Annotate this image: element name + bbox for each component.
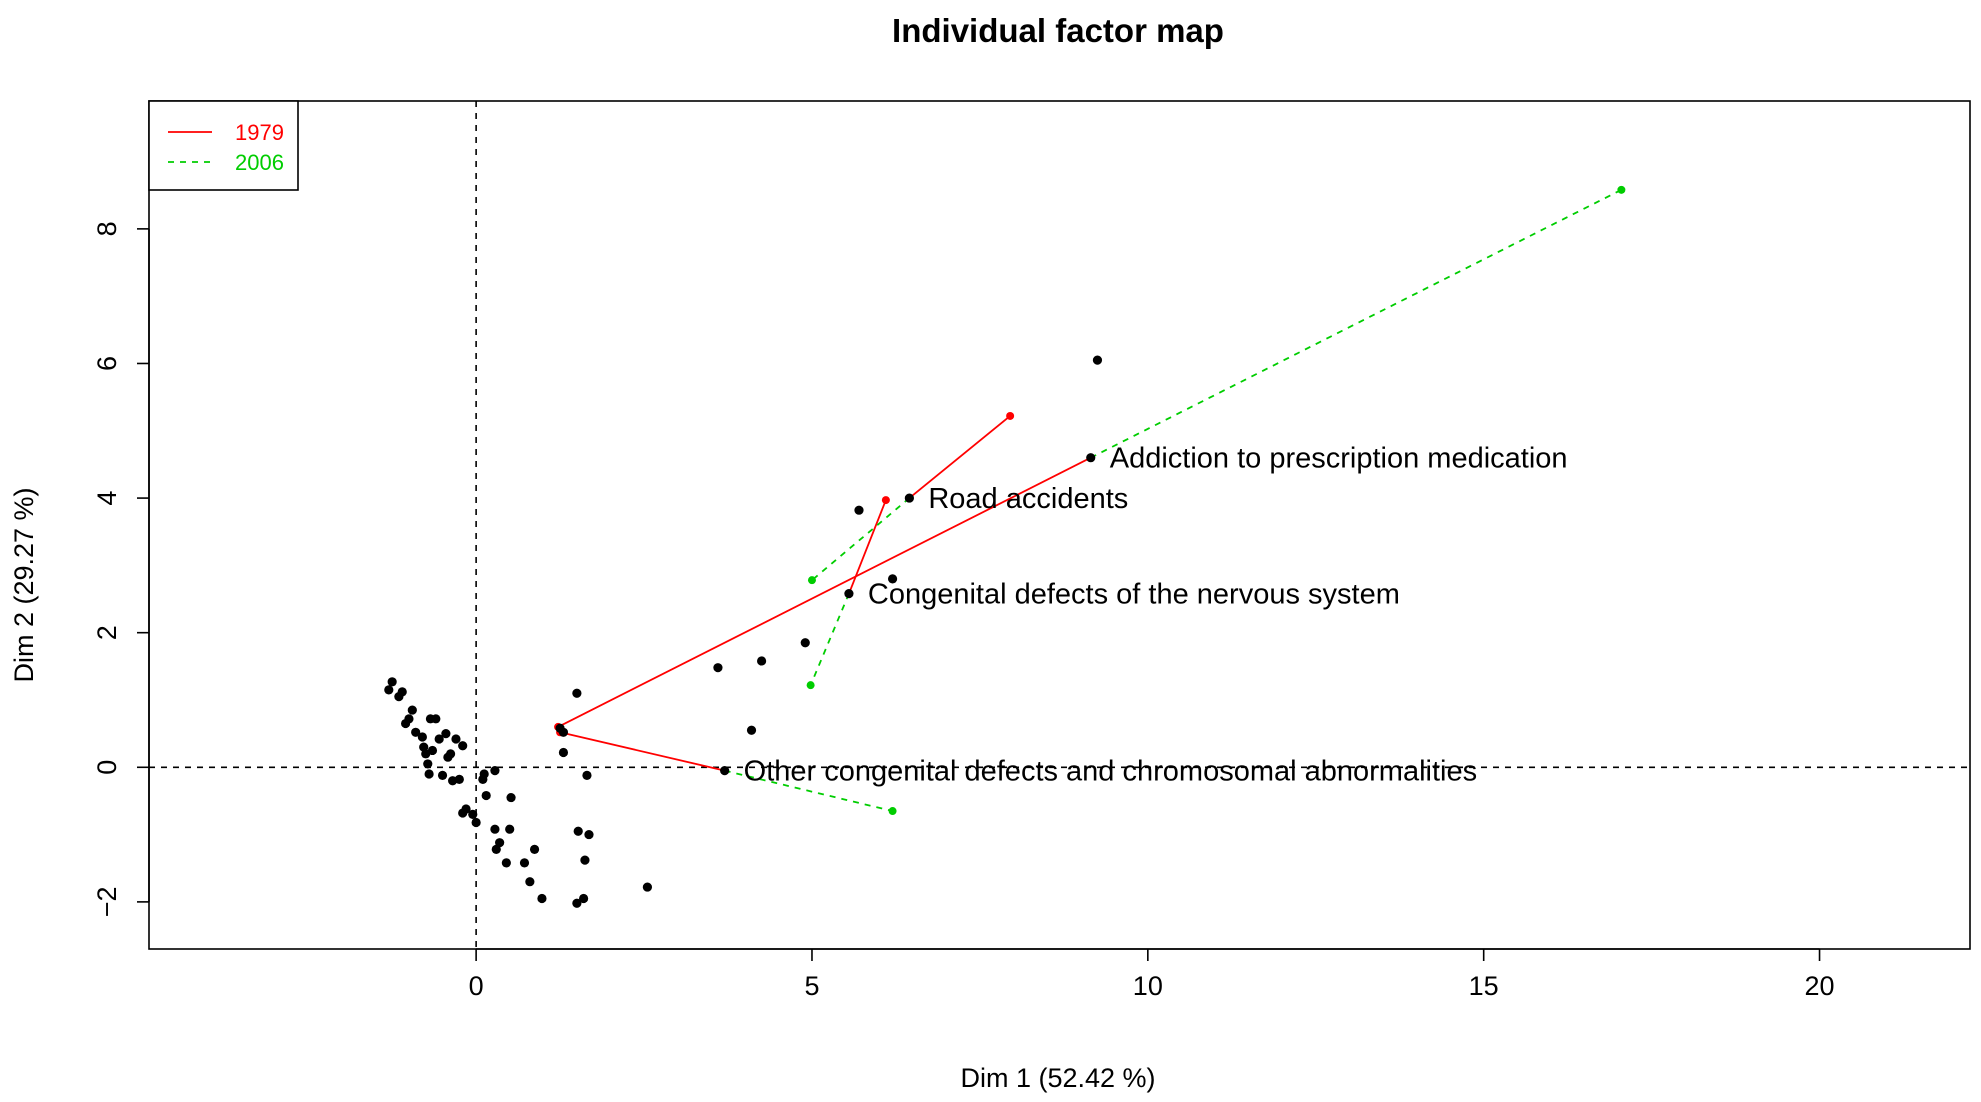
- y-tick-label-0: −2: [92, 886, 122, 917]
- x-axis: 0 5 10 15 20: [469, 948, 1835, 1001]
- y-axis-label: Dim 2 (29.27 %): [9, 487, 39, 682]
- point-37: [505, 824, 515, 834]
- endpoint-2006-3: [888, 807, 897, 816]
- point-20: [445, 749, 456, 759]
- point-30: [479, 769, 489, 779]
- point-64: [558, 727, 569, 737]
- point-39: [519, 858, 530, 868]
- x-tick-label-0: 0: [469, 971, 484, 1001]
- point-17: [437, 770, 448, 780]
- segment-1979-0: [557, 456, 1092, 728]
- point-36: [501, 858, 511, 868]
- series-segments: [554, 185, 1626, 816]
- reference-lines: [149, 101, 1970, 949]
- legend-box: [148, 100, 299, 191]
- x-axis-label: Dim 1 (52.42 %): [960, 1063, 1155, 1093]
- point-46: [573, 826, 583, 836]
- endpoint-1979-2: [881, 496, 890, 505]
- point-48: [580, 855, 590, 865]
- plot-frame: [148, 100, 1971, 950]
- point-47: [578, 893, 589, 904]
- y-tick-label-5: 8: [92, 221, 122, 236]
- point-44: [572, 688, 582, 698]
- point-62: [720, 766, 730, 776]
- point-16: [434, 734, 444, 744]
- segment-1979-3: [559, 731, 725, 772]
- y-tick-label-1: 0: [92, 760, 122, 775]
- point-28: [471, 817, 481, 828]
- point-3: [397, 687, 407, 697]
- legend-label-1979: 1979: [235, 120, 284, 145]
- point-11: [423, 759, 433, 769]
- point-61: [1092, 355, 1103, 365]
- y-tick-label-4: 6: [92, 356, 122, 371]
- point-22: [451, 734, 461, 744]
- point-43: [558, 747, 569, 758]
- point-49: [582, 770, 592, 780]
- x-tick-label-4: 20: [1805, 971, 1835, 1001]
- point-label-2: Congenital defects of the nervous system: [868, 579, 1400, 611]
- segment-1979-2: [848, 499, 887, 594]
- segment-2006-1: [811, 497, 910, 581]
- point-38: [506, 792, 516, 803]
- endpoint-1979-1: [1006, 411, 1015, 420]
- point-33: [490, 824, 500, 834]
- point-40: [525, 877, 535, 887]
- segment-2006-0: [1090, 189, 1622, 459]
- point-labels: Addiction to prescription medication Road…: [744, 443, 1568, 788]
- point-label-1: Road accidents: [928, 483, 1128, 515]
- point-label-3: Other congenital defects and chromosomal…: [744, 756, 1477, 788]
- point-50: [584, 829, 594, 840]
- x-tick-label-1: 5: [804, 971, 819, 1001]
- point-12: [424, 769, 434, 779]
- point-26: [461, 804, 471, 814]
- point-55: [800, 638, 810, 648]
- segment-2006-3: [724, 769, 893, 812]
- x-tick-label-3: 15: [1469, 971, 1499, 1001]
- point-59: [904, 493, 914, 503]
- data-points: [384, 355, 1103, 908]
- point-0: [384, 685, 394, 695]
- point-6: [407, 705, 417, 715]
- point-14: [427, 745, 438, 756]
- y-tick-label-3: 4: [92, 491, 122, 506]
- point-41: [529, 844, 540, 854]
- point-label-0: Addiction to prescription medication: [1110, 443, 1568, 475]
- point-8: [417, 732, 427, 742]
- endpoint-2006-0: [1617, 185, 1626, 194]
- legend-label-2006: 2006: [235, 150, 284, 175]
- point-42: [537, 893, 547, 904]
- point-15: [431, 714, 441, 724]
- legend: 1979 2006: [148, 100, 299, 191]
- point-18: [441, 729, 451, 739]
- point-1: [387, 677, 397, 687]
- y-tick-label-2: 2: [92, 625, 122, 640]
- point-53: [746, 725, 757, 735]
- segment-2006-2: [809, 593, 850, 686]
- point-54: [756, 656, 767, 666]
- segment-1979-1: [908, 415, 1011, 499]
- point-5: [404, 714, 414, 724]
- point-52: [713, 663, 723, 673]
- point-58: [887, 574, 898, 584]
- point-24: [458, 741, 468, 751]
- x-tick-label-2: 10: [1133, 971, 1163, 1001]
- endpoint-2006-2: [806, 681, 815, 690]
- point-60: [1086, 453, 1096, 463]
- y-axis: −2 0 2 4 6 8: [92, 221, 150, 917]
- point-35: [495, 838, 505, 848]
- endpoint-2006-1: [807, 576, 816, 585]
- point-45: [572, 898, 582, 908]
- point-7: [411, 727, 421, 737]
- point-23: [454, 774, 464, 785]
- point-27: [468, 809, 478, 819]
- point-51: [642, 882, 653, 892]
- point-32: [490, 766, 500, 776]
- chart-title: Individual factor map: [892, 12, 1224, 49]
- point-31: [481, 790, 491, 801]
- point-57: [854, 505, 864, 515]
- point-56: [844, 589, 854, 599]
